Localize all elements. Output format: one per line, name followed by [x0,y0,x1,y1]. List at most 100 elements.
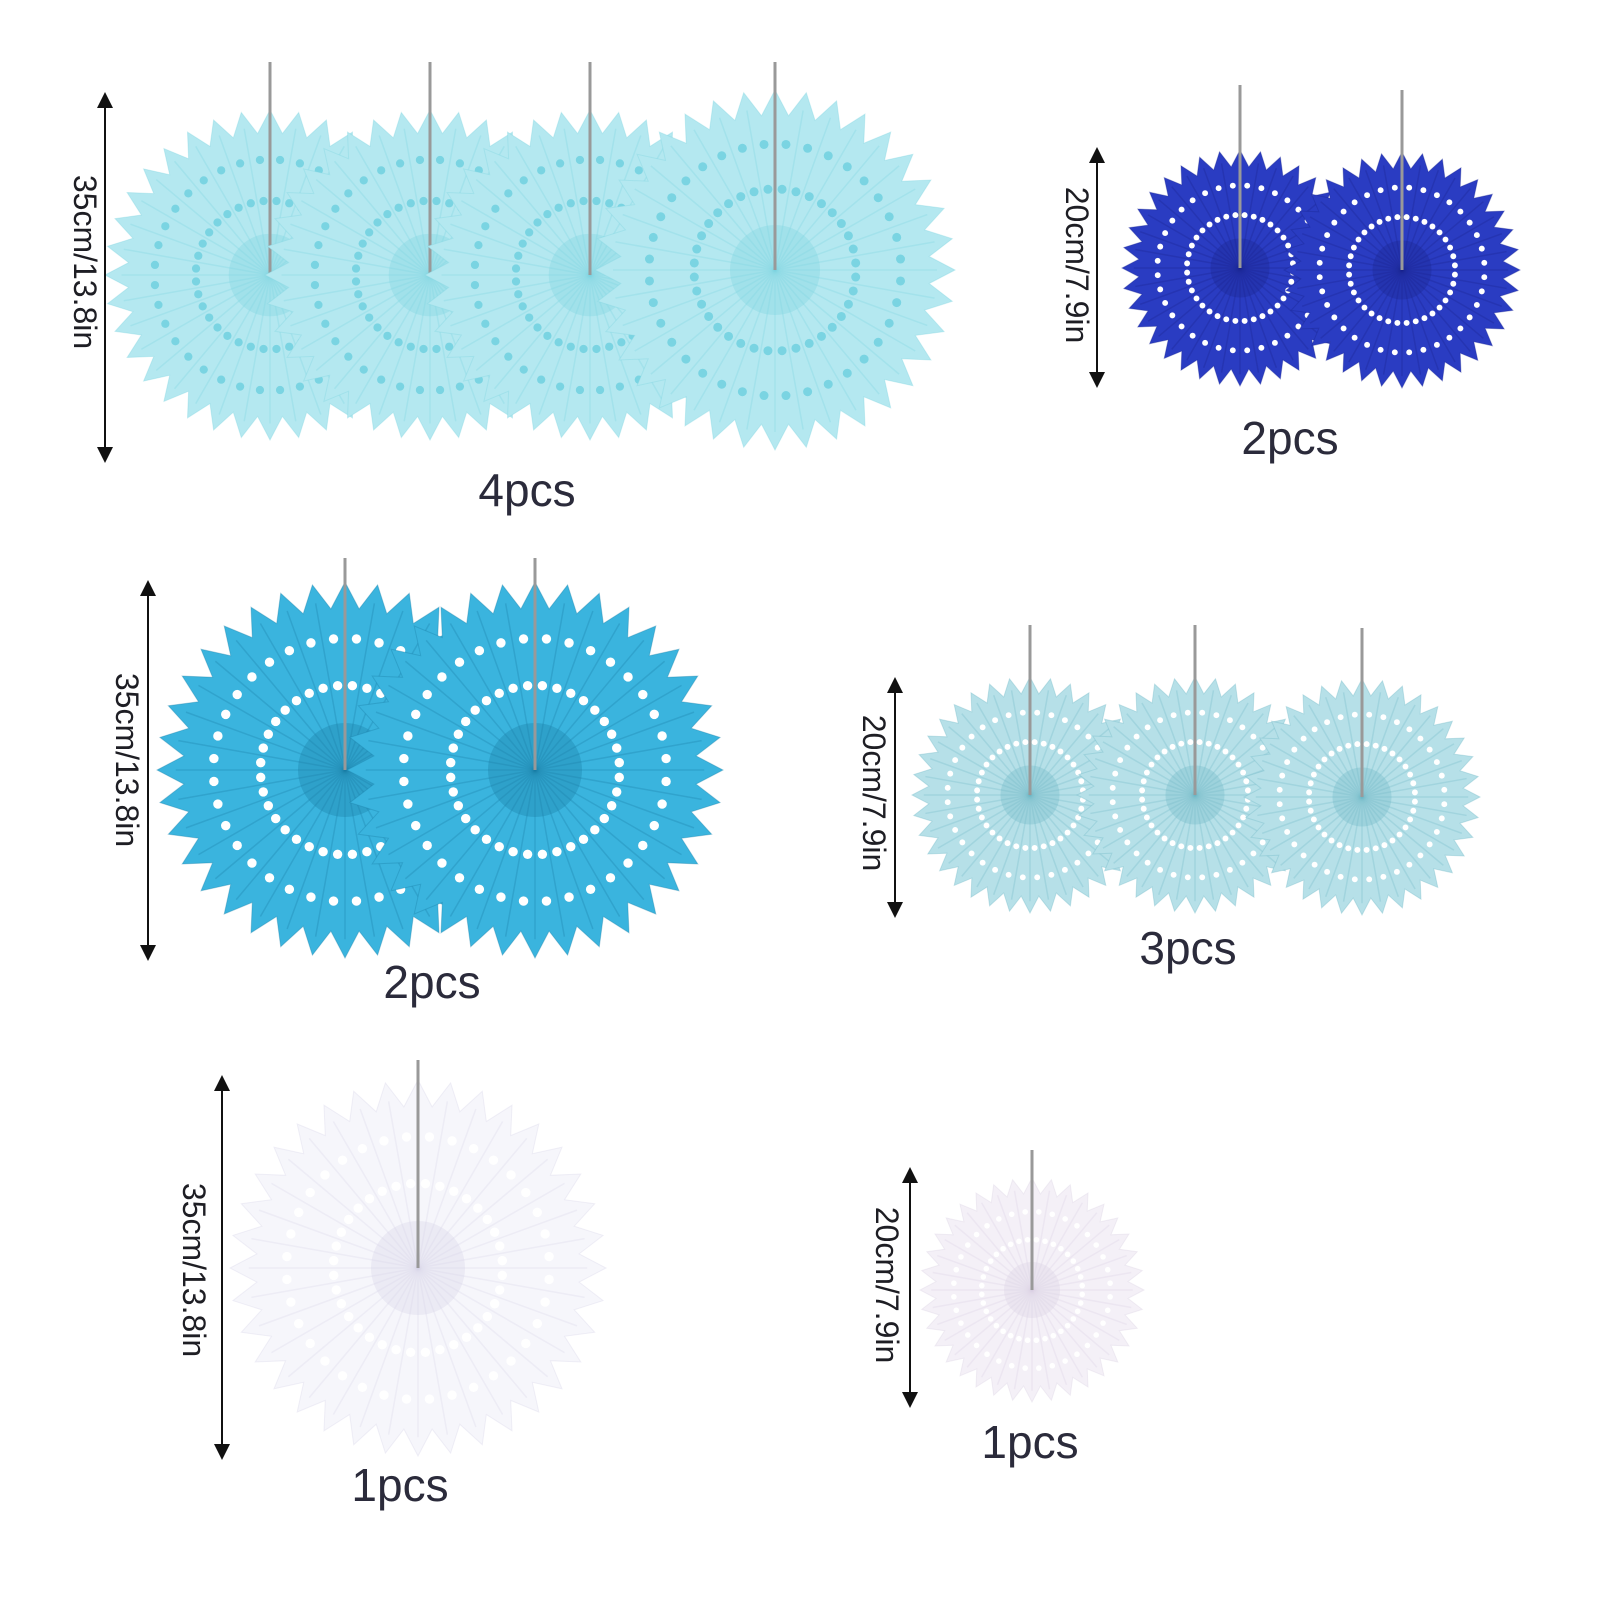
fan-hole [1143,769,1150,776]
fan-hole [804,192,814,202]
fan-hole [1396,831,1403,838]
fan-fold [344,610,404,771]
fan-hole [544,1251,554,1262]
fan-hole [337,1155,348,1165]
fan-fold [1239,267,1309,350]
fan-hole [649,709,659,720]
fan-hole [234,338,243,347]
fan-fold [355,146,431,276]
fan-hole [1075,769,1082,776]
fan-hole [445,342,454,351]
fan-fold [375,711,536,771]
fan-hole [1205,843,1212,850]
fan-fold [214,769,346,880]
fan-hole [964,1332,971,1338]
fan-hole [1232,212,1239,219]
fan-hole [518,634,529,644]
fan-fold [948,726,1031,796]
fan-fold [589,128,617,276]
fan-hole [968,850,975,857]
fan-hole [836,311,846,321]
fan-hole [518,302,527,311]
fan-hole [649,820,659,831]
fan-hole [566,841,576,852]
fan-fold [283,274,431,302]
fan-hole [1259,216,1266,223]
fan-hole [1442,297,1449,304]
fan-hole [1042,1238,1048,1245]
fan-fold [534,769,702,801]
fan-fold [954,1224,1033,1291]
fan-hole [247,858,257,868]
fan-hole [1070,1316,1077,1322]
fan-hole [258,787,268,797]
fan-fold [1348,177,1403,271]
paper-fan [1120,85,1360,388]
fan-hole [1007,1241,1014,1248]
fan-hole [255,385,265,395]
fan-fold [1401,201,1484,271]
fan-hole [554,338,563,347]
fan-hole [1188,287,1195,294]
fan-fold [1135,267,1241,288]
fan-hole [1481,274,1488,281]
fan-hole [1429,310,1436,317]
fan-hole [992,866,999,873]
fan-fold [417,1267,585,1299]
fan-fold [1361,715,1431,798]
fan-hole [383,331,392,340]
fan-hole [494,688,504,699]
fan-hole [1389,837,1396,844]
fan-hole [1050,1332,1057,1339]
fan-hole [344,189,353,198]
fan-fold [1401,232,1503,271]
fan-fold [1090,775,1196,796]
fan-hole [223,210,232,219]
fan-hole [585,884,596,894]
fan-fold [774,269,916,352]
fan-hole [532,1318,542,1329]
fan-hole [470,280,480,290]
fan-fold [1135,248,1241,269]
fan-fold [976,702,1031,796]
fan-hole [1104,1307,1111,1314]
fan-hole [851,272,861,282]
fan-hole [320,1356,330,1366]
fan-hole [1187,844,1194,851]
fan-hole [461,1332,472,1343]
fan-hole [437,858,447,868]
fan-hole [424,1394,435,1404]
fan-fold [961,794,1031,877]
fan-hole [282,1274,292,1285]
paper-fan [1282,90,1522,390]
fan-hole [1381,842,1388,849]
fan-hole [353,1323,363,1333]
fan-hole [446,757,456,768]
fan-fold [1301,269,1403,308]
fan-hole [791,343,801,353]
fan-hole [1036,1365,1042,1371]
fan-hole [449,1339,459,1350]
fan-hole [270,716,281,727]
fan-hole [1331,219,1338,226]
fan-fold [235,639,346,771]
fan-hole [1441,801,1448,808]
fan-hole [1258,185,1265,192]
fan-hole [419,344,428,354]
fan-hole [1350,289,1357,296]
fan-fold [258,1209,419,1269]
fan-hole [1406,861,1413,868]
fan-hole [1223,213,1230,220]
fan-hole [781,139,791,149]
fan-hole [1354,846,1361,853]
fan-hole [305,1338,315,1349]
fan-hole [579,344,588,354]
fan-fold [1401,269,1422,375]
fan-hole [1433,828,1440,835]
fan-hole [1426,746,1433,753]
fan-hole [804,338,814,348]
fan-hole [1133,850,1140,857]
fan-hole [213,218,222,227]
fan-hole [191,264,201,273]
fan-fold [1031,1202,1084,1291]
